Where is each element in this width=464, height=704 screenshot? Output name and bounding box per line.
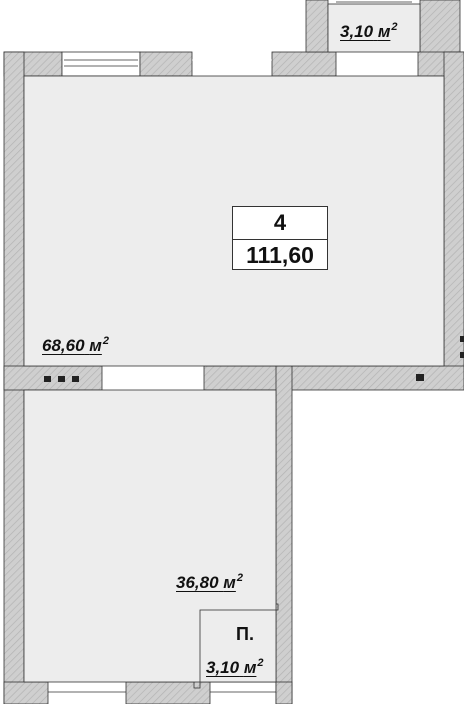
balcony-floor <box>327 3 421 53</box>
unit-total-area: 111,60 <box>246 242 314 268</box>
room-area-lower: 36,80 м2 <box>176 572 243 592</box>
walls <box>3 0 464 704</box>
pantry-letter: П. <box>236 624 254 644</box>
unit-number: 4 <box>233 207 327 240</box>
room-area-balcony: 3,10 м2 <box>340 21 398 41</box>
room-area-pantry: 3,10 м2 <box>206 657 264 677</box>
windows <box>48 1 412 693</box>
unit-tag: 4 111,60 <box>232 206 328 270</box>
door-markers <box>44 336 464 382</box>
pantry-floor <box>199 609 277 683</box>
room-area-living: 68,60 м2 <box>42 335 109 355</box>
